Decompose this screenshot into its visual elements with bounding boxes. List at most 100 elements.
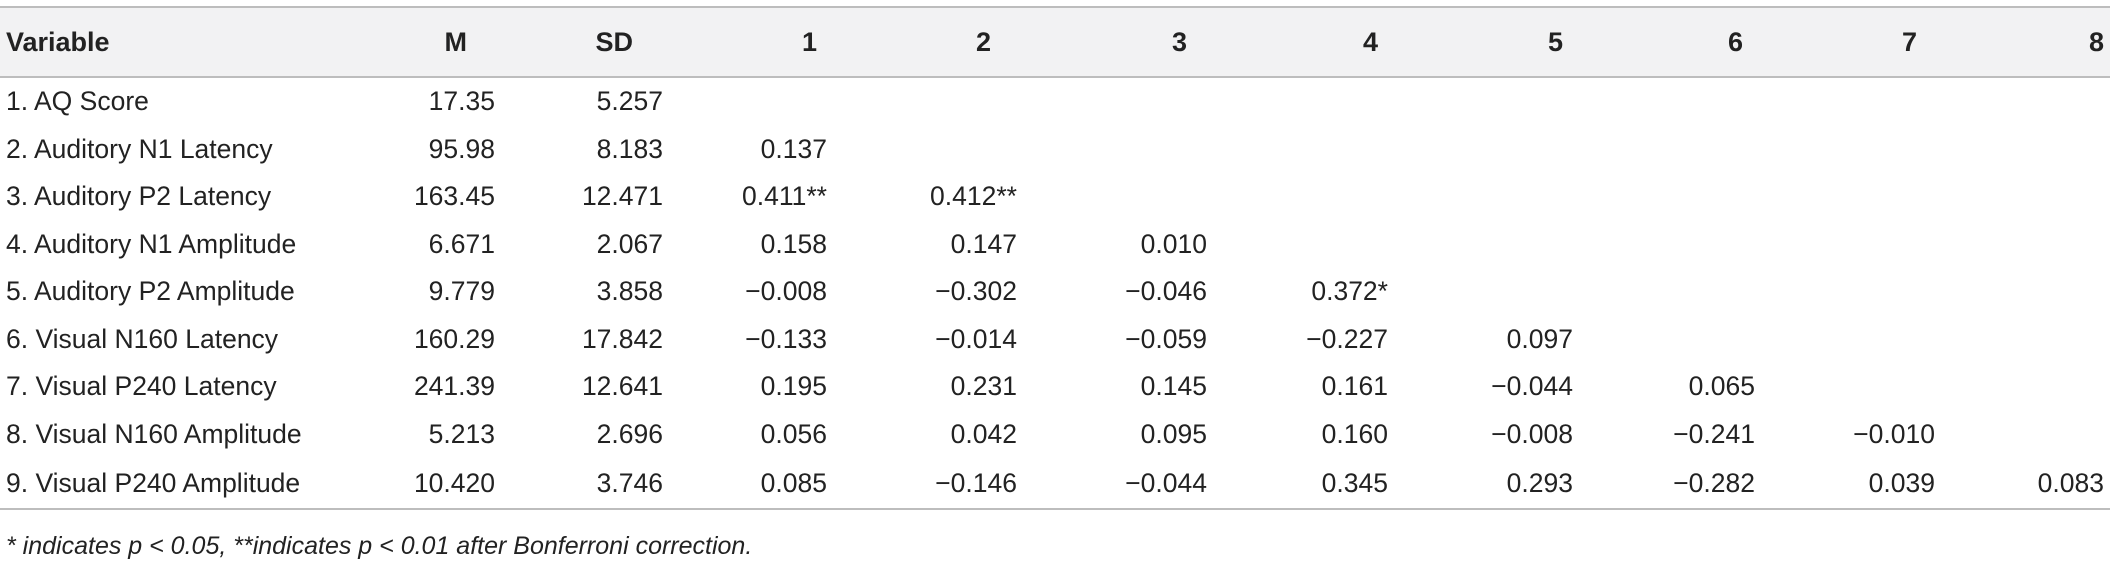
table-cell [1965, 126, 2110, 174]
column-header-6: 6 [1605, 6, 1785, 78]
table-cell: 3.746 [505, 458, 675, 510]
table-cell: −0.227 [1306, 323, 1388, 354]
table-cell: 0.158 [760, 228, 827, 259]
table-cell [1785, 126, 1965, 174]
footnote: * indicates p < 0.05, **indicates p < 0.… [6, 532, 753, 560]
table-cell [1785, 173, 1965, 221]
table-cell: 0.095 [1140, 418, 1207, 449]
table-cell: 10.420 [340, 458, 505, 510]
column-header-3: 3 [1045, 6, 1235, 78]
table-row: 5. Auditory P2 Amplitude 9.779 3.858 −0.008… [0, 268, 2110, 316]
table-cell: 0.042 [950, 418, 1017, 449]
header-row: Variable M SD 1 2 3 4 5 6 7 8 [0, 6, 2110, 78]
table-cell: 2.067 [596, 228, 663, 259]
table-cell [1965, 77, 2110, 126]
table-cell: 17.842 [581, 323, 663, 354]
table-cell: −0.044 [1045, 458, 1235, 510]
table-cell: 0.411** [742, 181, 827, 212]
row-label: 4. Auditory N1 Amplitude [6, 228, 297, 259]
table-cell [1235, 126, 1420, 174]
table-cell: 12.471 [581, 181, 663, 212]
table-cell [1965, 173, 2110, 221]
table-cell: 0.065 [1688, 371, 1755, 402]
row-label: 7. Visual P240 Latency [6, 371, 277, 402]
table-cell [1785, 316, 1965, 364]
table-cell: 6.671 [428, 228, 495, 259]
table-cell: 12.641 [581, 371, 663, 402]
column-header-8: 8 [1965, 6, 2110, 78]
table-cell: 8.183 [596, 133, 663, 164]
table-cell: 0.083 [1965, 458, 2110, 510]
table-row: 1. AQ Score 17.35 5.257 [0, 77, 2110, 126]
table-row: 9. Visual P240 Amplitude 10.420 3.746 0.085… [0, 458, 2110, 510]
column-header-sd: SD [505, 6, 675, 78]
table-cell [1235, 173, 1420, 221]
column-header-variable: Variable [0, 6, 340, 78]
table-cell: −0.146 [855, 458, 1045, 510]
table-cell [1045, 173, 1235, 221]
table-cell [1965, 316, 2110, 364]
table-cell [1605, 316, 1785, 364]
table-cell: −0.044 [1491, 371, 1573, 402]
row-label: 5. Auditory P2 Amplitude [6, 276, 295, 307]
table-cell: 5.213 [428, 418, 495, 449]
row-label: 8. Visual N160 Amplitude [6, 418, 302, 449]
table-row: 2. Auditory N1 Latency 95.98 8.183 0.137 [0, 126, 2110, 174]
row-label: 6. Visual N160 Latency [6, 323, 279, 354]
table-cell: 0.372* [1311, 276, 1388, 307]
table-cell: 160.29 [413, 323, 495, 354]
column-header-1: 1 [675, 6, 855, 78]
table-cell [1235, 221, 1420, 269]
row-label: 9. Visual P240 Amplitude [0, 458, 340, 510]
table-body: 1. AQ Score 17.35 5.257 2. Auditory N1 Late… [0, 77, 2110, 510]
table-cell [1420, 268, 1605, 316]
table-cell: 0.147 [950, 228, 1017, 259]
table-cell: 0.085 [675, 458, 855, 510]
table-cell: −0.008 [745, 276, 827, 307]
column-header-4: 4 [1235, 6, 1420, 78]
table-cell [1420, 77, 1605, 126]
table-cell: 5.257 [596, 86, 663, 117]
table-cell: −0.008 [1491, 418, 1573, 449]
table-cell [855, 77, 1045, 126]
table-cell: 17.35 [428, 86, 495, 117]
table-cell: 0.010 [1140, 228, 1207, 259]
row-label: 2. Auditory N1 Latency [6, 133, 273, 164]
table-container: Variable M SD 1 2 3 4 5 6 7 8 1. AQ Score 17.35 5.25… [0, 6, 2110, 560]
table-cell: 0.160 [1321, 418, 1388, 449]
table-cell: −0.133 [745, 323, 827, 354]
table-cell [1045, 126, 1235, 174]
table-cell: 0.039 [1785, 458, 1965, 510]
correlation-table: Variable M SD 1 2 3 4 5 6 7 8 1. AQ Score 17.35 5.25… [0, 6, 2110, 510]
table-row: 4. Auditory N1 Amplitude 6.671 2.067 0.158 0… [0, 221, 2110, 269]
table-cell [1605, 268, 1785, 316]
table-cell: 163.45 [413, 181, 495, 212]
table-row: 6. Visual N160 Latency 160.29 17.842 −0.133… [0, 316, 2110, 364]
table-cell [1965, 363, 2110, 411]
table-cell: 9.779 [428, 276, 495, 307]
table-cell: 3.858 [596, 276, 663, 307]
table-row: 7. Visual P240 Latency 241.39 12.641 0.195 0… [0, 363, 2110, 411]
table-row: 3. Auditory P2 Latency 163.45 12.471 0.411*… [0, 173, 2110, 221]
table-cell: 2.696 [596, 418, 663, 449]
table-cell: 0.097 [1506, 323, 1573, 354]
table-cell: 241.39 [413, 371, 495, 402]
table-cell [1785, 268, 1965, 316]
table-cell [1785, 363, 1965, 411]
table-row: 8. Visual N160 Amplitude 5.213 2.696 0.056 0… [0, 411, 2110, 459]
column-header-7: 7 [1785, 6, 1965, 78]
table-cell: 0.293 [1420, 458, 1605, 510]
table-cell: −0.241 [1673, 418, 1755, 449]
table-cell [1605, 126, 1785, 174]
table-cell [1965, 221, 2110, 269]
table-cell [1420, 173, 1605, 221]
table-cell: −0.059 [1125, 323, 1207, 354]
table-cell: 0.137 [760, 133, 827, 164]
row-label: 1. AQ Score [6, 86, 149, 117]
table-cell: 0.412** [930, 181, 1017, 212]
row-label: 3. Auditory P2 Latency [6, 181, 272, 212]
table-cell: 0.161 [1321, 371, 1388, 402]
table-cell [1605, 77, 1785, 126]
table-cell [1785, 77, 1965, 126]
table-cell: 95.98 [428, 133, 495, 164]
